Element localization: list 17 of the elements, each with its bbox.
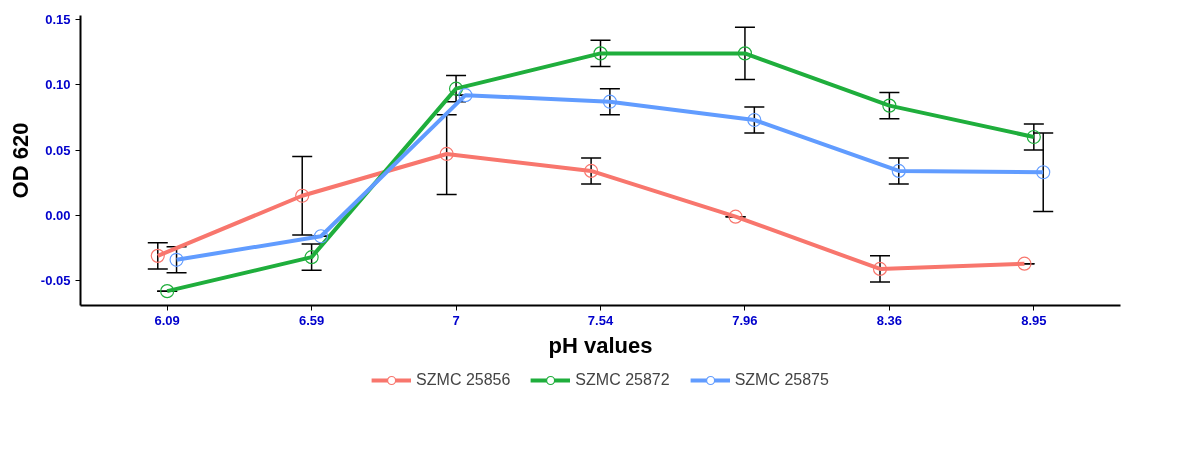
x-tick-label: 6.09 bbox=[154, 312, 180, 328]
legend-label: SZMC 25856 bbox=[416, 371, 511, 389]
y-tick-label: 0.05 bbox=[45, 142, 71, 158]
y-tick-label: 0.00 bbox=[45, 207, 71, 223]
y-tick-label: 0.15 bbox=[45, 11, 71, 27]
x-tick-label: 8.36 bbox=[876, 312, 903, 328]
y-tick-label: -0.05 bbox=[40, 273, 71, 289]
y-axis-title: OD 620 bbox=[7, 122, 33, 199]
x-tick-label: 7.54 bbox=[587, 312, 614, 328]
x-axis-title: pH values bbox=[548, 332, 653, 358]
x-tick-label: 8.95 bbox=[1021, 312, 1047, 328]
legend-label: SZMC 25875 bbox=[734, 371, 829, 389]
x-tick-label: 7 bbox=[452, 312, 460, 328]
x-tick-label: 6.59 bbox=[298, 312, 325, 328]
x-tick-label: 7.96 bbox=[732, 312, 758, 328]
legend-label: SZMC 25872 bbox=[575, 371, 670, 389]
y-tick-label: 0.10 bbox=[45, 77, 71, 93]
